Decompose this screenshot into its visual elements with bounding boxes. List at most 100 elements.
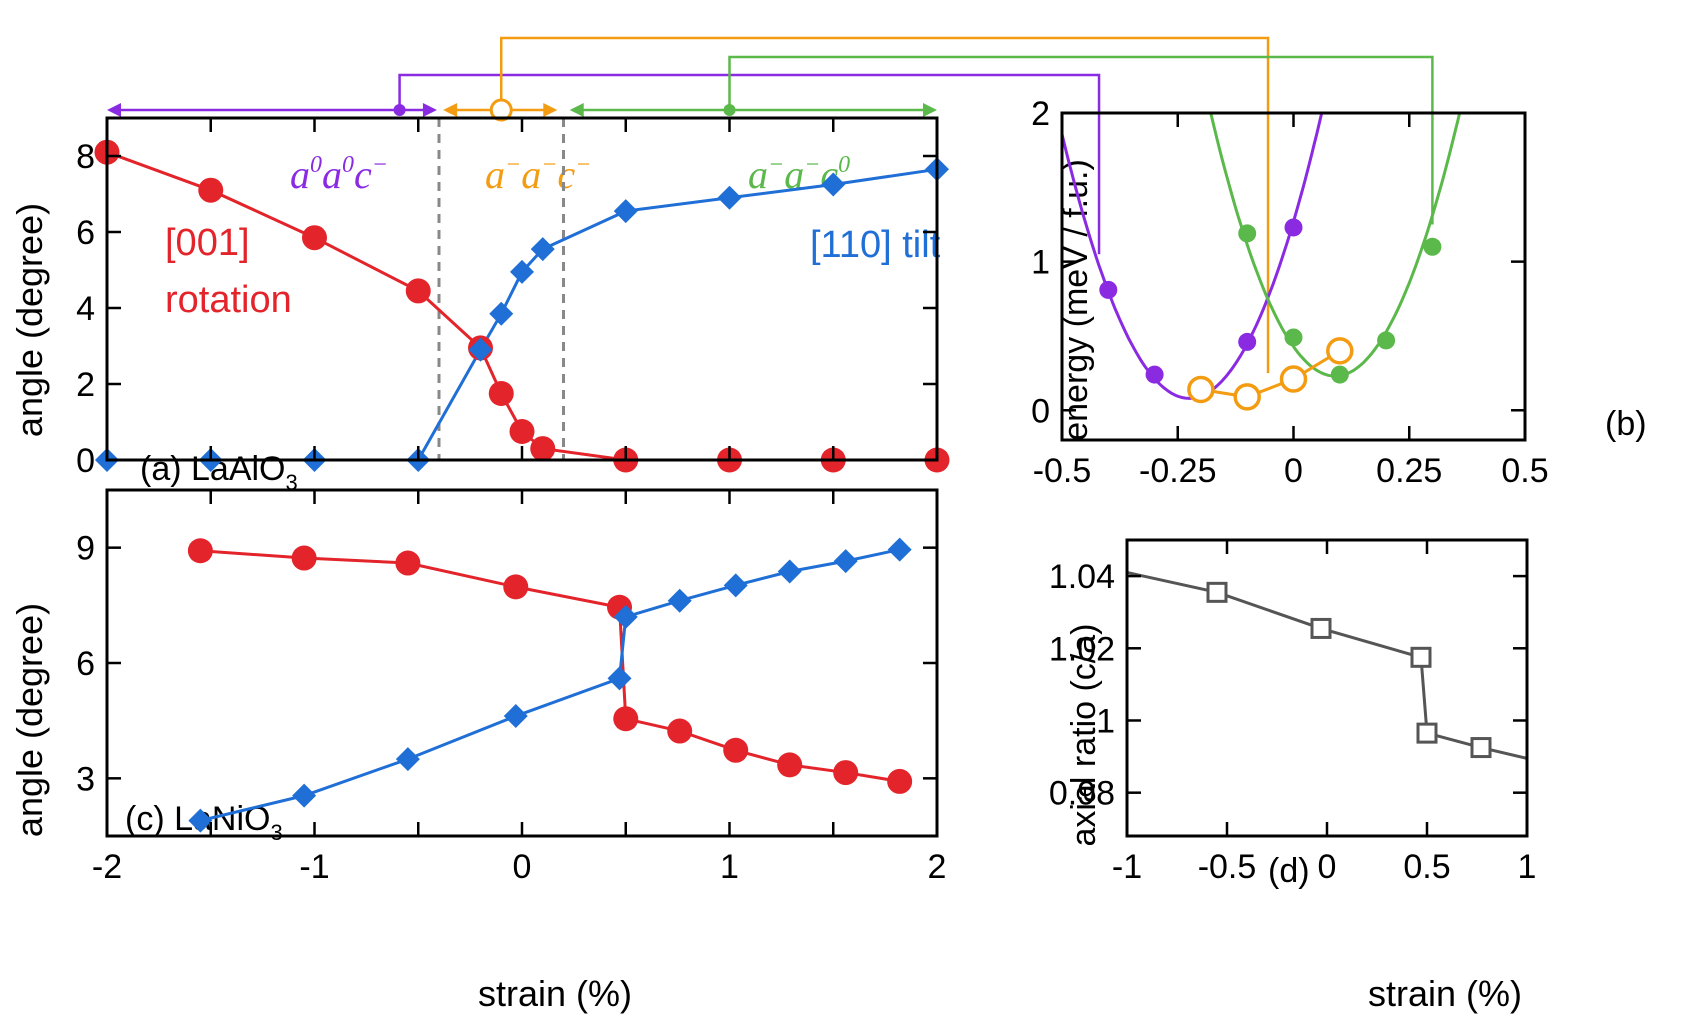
panel-b-label: (b) <box>1605 405 1647 443</box>
panel-c-frame <box>105 488 939 838</box>
series-line-tilt <box>200 548 900 823</box>
phase-arrow-2-head-left <box>443 103 458 117</box>
tilt-point <box>292 783 317 808</box>
energy-point-a-a-c0 <box>1423 237 1442 256</box>
phase-arrow-2-head-right <box>543 103 558 117</box>
energy-point-a0a0c- <box>1238 332 1257 351</box>
tilt-point <box>833 549 858 574</box>
axial-ratio-point <box>1410 646 1432 668</box>
axial-ratio-point <box>1416 722 1438 744</box>
energy-point-a-a-c0 <box>1377 331 1396 350</box>
panel-b-ytick-label: 1 <box>1031 244 1050 282</box>
phase-arrow-3-head-right <box>923 103 937 117</box>
rotation-point <box>613 706 639 732</box>
panel-a-ytick-label: 4 <box>76 290 95 328</box>
energy-point-a0a0c- <box>1145 365 1164 384</box>
energy-point-a-a-c- <box>1187 375 1215 404</box>
panel-c: angle (degree) (c) LaNiO3 strain (%) 369… <box>9 488 946 1014</box>
axial-ratio-point <box>1310 617 1332 639</box>
energy-point-a-a-c0 <box>1238 224 1257 243</box>
tilt-point <box>503 704 528 729</box>
energy-point-a0a0c- <box>1284 218 1303 237</box>
panel-d-ytick-label: 1.04 <box>1049 558 1115 596</box>
tilt-point <box>607 666 632 691</box>
energy-point-a-a-c0 <box>1330 365 1349 384</box>
tilt-point <box>777 559 802 584</box>
panel-d-ytick-label: 0.98 <box>1049 775 1115 813</box>
panel-b-xtick-label: 0.5 <box>1501 452 1548 490</box>
panel-d-xtick-label: 0.5 <box>1403 848 1450 886</box>
tilt-point <box>723 573 748 598</box>
panel-a-ytick-label: 0 <box>76 442 95 480</box>
tilt-point <box>887 537 912 562</box>
connector-orange <box>500 36 1270 374</box>
connector-green <box>728 55 1434 225</box>
rotation-point <box>488 381 514 406</box>
tilt-point <box>188 808 213 833</box>
rotation-point <box>405 278 431 304</box>
phase-label-3: a−a−c0 <box>748 152 850 197</box>
panel-b-xtick-label: 0 <box>1284 452 1303 490</box>
panel-b: energy (meV / f.u.) (b) 012-0.5 -0.25 0 0.2… <box>1031 95 1647 490</box>
panel-a-ytick-label: 8 <box>76 138 95 176</box>
tilt-point <box>510 259 534 284</box>
panel-c-xtick-label: 0 <box>513 848 532 886</box>
panel-c-ytick-label: 3 <box>76 760 95 798</box>
phase-label-1: a0a0c− <box>290 152 388 197</box>
panel-d-ylabel: axial ratio (c/a) <box>1065 624 1103 847</box>
energy-point-a-a-c- <box>1326 337 1354 365</box>
energy-point-a-a-c- <box>1279 365 1308 393</box>
axial-ratio-point <box>1470 737 1492 759</box>
rotation-point <box>887 768 913 794</box>
phase-arrow-3-head-left <box>569 103 584 117</box>
rotation-point <box>198 177 224 203</box>
tilt-point <box>395 747 420 772</box>
panel-d-ytick-label: 1.02 <box>1049 630 1115 668</box>
phase-arrow-1-head-right <box>422 103 437 117</box>
panel-b-xtick-label: 0.25 <box>1376 452 1442 490</box>
panel-d-xlabel: strain (%) <box>1368 973 1522 1014</box>
connector-dot-green <box>723 104 736 116</box>
rotation-point <box>503 574 529 600</box>
phase-arrow-1-head-left <box>107 103 121 117</box>
tilt-point <box>613 199 638 224</box>
rotation-point <box>395 550 421 576</box>
series-line-rotation <box>200 549 900 783</box>
panel-c-xtick-label: 1 <box>720 848 739 886</box>
rotation-point <box>777 752 803 778</box>
panel-c-ylabel: angle (degree) <box>9 603 50 837</box>
panel-d-ytick-label: 1 <box>1096 702 1115 740</box>
rotation-label-line1: [001] <box>165 222 250 264</box>
phase-label-2: a−a−c− <box>485 152 591 197</box>
panel-a-ytick-label: 2 <box>76 366 95 404</box>
tilt-point <box>667 588 692 613</box>
tilt-point <box>530 237 555 262</box>
rotation-point <box>723 737 749 763</box>
series-line-axial-ratio <box>1126 571 1528 760</box>
panel-a: angle (degree) (a) LaAlO3 [001] rotation… <box>9 116 950 495</box>
energy-point-a-a-c- <box>1233 383 1261 411</box>
fit-curve-a-a-c0 <box>1209 113 1462 378</box>
tilt-point <box>821 172 846 197</box>
energy-point-a-a-c0 <box>1284 328 1303 347</box>
panel-c-ytick-label: 9 <box>76 530 95 568</box>
panel-d: axial ratio (c/a) (d) strain (%) 0.98 1 1.… <box>1049 538 1536 1014</box>
panel-d-label: (d) <box>1268 852 1310 890</box>
panel-b-xtick-label: -0.5 <box>1033 452 1092 490</box>
panel-c-xtick-label: -1 <box>299 848 329 886</box>
axial-ratio-point <box>1206 581 1228 603</box>
panel-c-xlabel: strain (%) <box>478 973 632 1014</box>
rotation-point <box>302 225 327 251</box>
panel-c-ytick-label: 6 <box>76 645 95 683</box>
connector-purple <box>398 73 1101 255</box>
series-line-a-a-c- <box>1200 349 1341 399</box>
panel-d-xtick-label: 0 <box>1318 848 1337 886</box>
tilt-point <box>613 604 638 629</box>
rotation-point <box>667 718 693 744</box>
tilt-point <box>717 185 742 210</box>
rotation-point <box>833 760 859 786</box>
panel-a-ylabel: angle (degree) <box>9 203 50 437</box>
rotation-point <box>187 538 213 564</box>
tilt-point <box>489 301 514 326</box>
